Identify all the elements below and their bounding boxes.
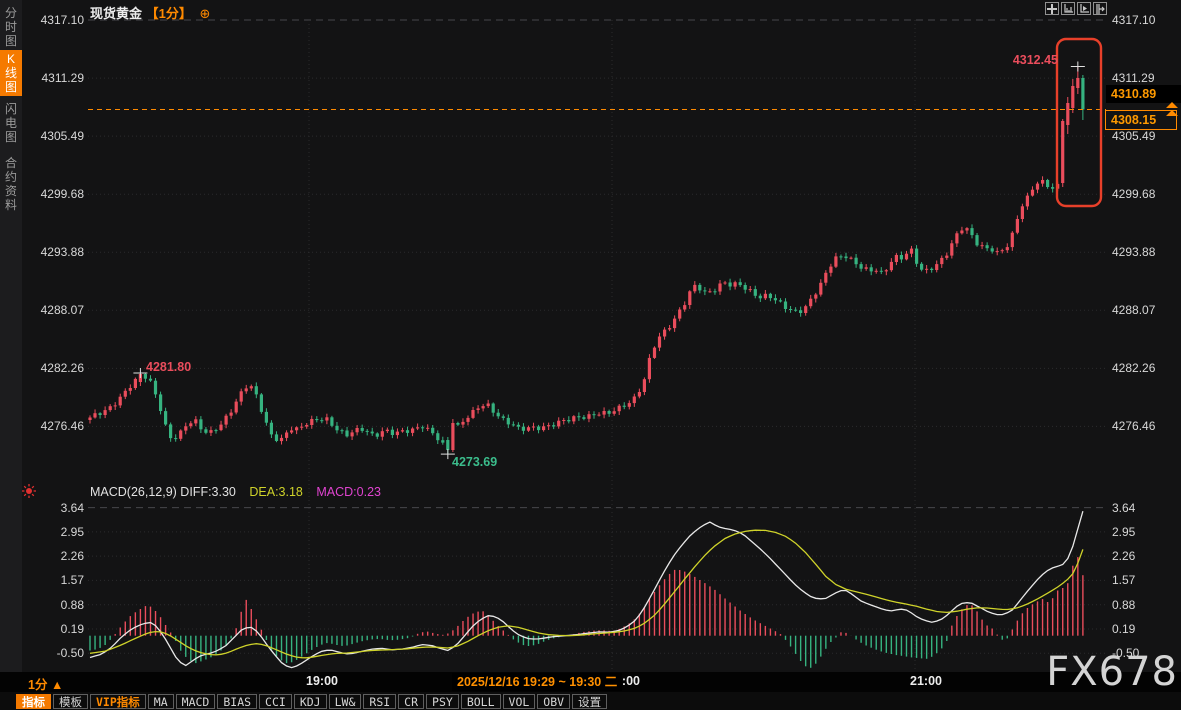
highlight-box bbox=[1055, 37, 1103, 208]
macd-tick-label: -0.50 bbox=[56, 646, 84, 661]
macd-tick-label: 2.95 bbox=[60, 524, 84, 539]
macd-title-and-diff: MACD(26,12,9) DIFF:3.30 bbox=[90, 485, 236, 499]
price-tick-label: 4311.29 bbox=[41, 71, 85, 86]
macd-tick-label: 2.26 bbox=[60, 549, 84, 564]
toolbar-button-MA[interactable]: MA bbox=[147, 693, 174, 709]
macd-histogram bbox=[89, 557, 1084, 668]
toolbar-button-BOLL[interactable]: BOLL bbox=[460, 693, 501, 709]
interval-label: 【1分】 bbox=[145, 6, 192, 21]
crosshair-time-range-label: 2025/12/16 19:29 ~ 19:30 二 bbox=[452, 673, 623, 691]
price-tick-label: 4276.46 bbox=[40, 419, 84, 434]
macd-tick-label: 1.57 bbox=[1112, 573, 1136, 588]
price-up-arrows-icon bbox=[1165, 101, 1179, 122]
price-tick-label: 4317.10 bbox=[40, 13, 84, 27]
timeframe-label: 1分 bbox=[28, 678, 48, 692]
price-tick-label: 4305.49 bbox=[40, 129, 84, 144]
macd-dea-value: DEA:3.18 bbox=[249, 485, 303, 499]
chart-window-icons bbox=[1045, 2, 1107, 15]
toolbar-button-KDJ[interactable]: KDJ bbox=[293, 693, 327, 709]
move-crosshair-icon[interactable] bbox=[1045, 2, 1059, 15]
sidebar-tab-2[interactable]: K 线 图 bbox=[0, 50, 22, 96]
sidebar-tab-1[interactable]: 分 时 图 bbox=[4, 6, 17, 48]
toolbar-button-VIP指标[interactable]: VIP指标 bbox=[90, 693, 146, 709]
toolbar-button-CR[interactable]: CR bbox=[398, 693, 425, 709]
toolbar-button-设置[interactable]: 设置 bbox=[572, 693, 608, 709]
macd-tick-label: 3.64 bbox=[1112, 500, 1136, 515]
fx678-watermark: FX678 bbox=[1046, 649, 1178, 695]
price-tick-label: 4288.07 bbox=[40, 303, 84, 318]
toolbar-button-VOL[interactable]: VOL bbox=[502, 693, 536, 709]
sidebar-tab-4[interactable]: 合 约 资 料 bbox=[4, 156, 17, 212]
price-extreme-markers bbox=[133, 61, 1085, 460]
current-price-label: 4308.15 bbox=[1105, 110, 1177, 130]
price-tick-label: 4311.29 bbox=[1112, 71, 1155, 86]
price-tick-label: 4299.68 bbox=[1112, 187, 1156, 202]
chart-title: 现货黄金 【1分】 ⊕ bbox=[90, 3, 210, 22]
toolbar-button-模板[interactable]: 模板 bbox=[53, 693, 88, 709]
price-tick-label: 4282.26 bbox=[40, 361, 84, 376]
axis-play-icon[interactable] bbox=[1077, 2, 1091, 15]
exit-fullscreen-icon[interactable] bbox=[1093, 2, 1107, 15]
macd-tick-label: 0.88 bbox=[60, 597, 84, 612]
macd-tick-label: 3.64 bbox=[60, 500, 84, 515]
macd-tick-label: 0.19 bbox=[60, 622, 84, 636]
toolbar-button-PSY[interactable]: PSY bbox=[426, 693, 459, 709]
indicator-toolbar: 指标 模板 VIP指标 MA MACD BIAS CCI KDJ LW& RSI CR PSY BOLL… bbox=[0, 692, 1181, 710]
toolbar-button-OBV[interactable]: OBV bbox=[537, 693, 571, 709]
macd-header: MACD(26,12,9) DIFF:3.30 DEA:3.18 MACD:0.… bbox=[90, 485, 391, 499]
toolbar-button-BIAS[interactable]: BIAS bbox=[217, 693, 258, 709]
macd-tick-label: -0.50 bbox=[1112, 646, 1140, 661]
price-tick-label: 4288.07 bbox=[1112, 303, 1156, 318]
macd-macd-value: MACD:0.23 bbox=[316, 485, 381, 499]
reference-price-label: 4310.89 bbox=[1106, 85, 1181, 103]
macd-diff-line bbox=[89, 511, 1084, 669]
time-axis-label: 19:00 bbox=[306, 674, 338, 688]
candlesticks bbox=[88, 66, 1085, 455]
toolbar-button-CCI[interactable]: CCI bbox=[259, 693, 292, 709]
macd-tick-label: 1.57 bbox=[60, 573, 84, 588]
toolbar-button-指标[interactable]: 指标 bbox=[16, 693, 51, 709]
session-low-label: 4273.69 bbox=[452, 455, 498, 469]
macd-dea-line bbox=[89, 529, 1084, 659]
time-axis-bar: 1分 ▲ 2025/12/16 19:29 ~ 19:30 二 19:00 20:… bbox=[0, 672, 1181, 692]
axis-scale-icon[interactable] bbox=[1061, 2, 1075, 15]
macd-tick-label: 0.19 bbox=[1112, 622, 1136, 636]
sidebar: 分 时 图 K 线 图闪 电 图合 约 资 料 bbox=[0, 0, 22, 672]
macd-tick-label: 2.95 bbox=[1112, 524, 1136, 539]
session-high-label: 4312.45 bbox=[1012, 53, 1058, 67]
price-tick-label: 4317.10 bbox=[1112, 13, 1156, 27]
toolbar-button-MACD[interactable]: MACD bbox=[175, 693, 216, 709]
price-tick-label: 4276.46 bbox=[1112, 419, 1156, 434]
gridlines bbox=[88, 19, 1106, 670]
symbol-name: 现货黄金 bbox=[90, 6, 143, 21]
price-tick-label: 4282.26 bbox=[1112, 361, 1156, 376]
macd-tick-label: 0.88 bbox=[1112, 597, 1136, 612]
sidebar-tab-3[interactable]: 闪 电 图 bbox=[4, 102, 17, 144]
indicator-alert-icon[interactable] bbox=[21, 483, 37, 504]
timeframe-selector[interactable]: 1分 ▲ bbox=[28, 674, 63, 693]
toolbar-button-LW&[interactable]: LW& bbox=[328, 693, 362, 709]
trend-up-arrow-icon: ▲ bbox=[50, 678, 64, 692]
price-tick-label: 4299.68 bbox=[40, 187, 84, 202]
time-axis-label: 21:00 bbox=[910, 674, 942, 688]
macd-tick-label: 2.26 bbox=[1112, 549, 1136, 564]
add-indicator-icon[interactable]: ⊕ bbox=[199, 6, 211, 21]
left-peak-label: 4281.80 bbox=[146, 360, 192, 374]
price-tick-label: 4293.88 bbox=[40, 245, 84, 260]
toolbar-button-RSI[interactable]: RSI bbox=[363, 693, 397, 709]
price-tick-label: 4305.49 bbox=[1112, 129, 1156, 144]
price-tick-label: 4293.88 bbox=[1112, 245, 1156, 260]
